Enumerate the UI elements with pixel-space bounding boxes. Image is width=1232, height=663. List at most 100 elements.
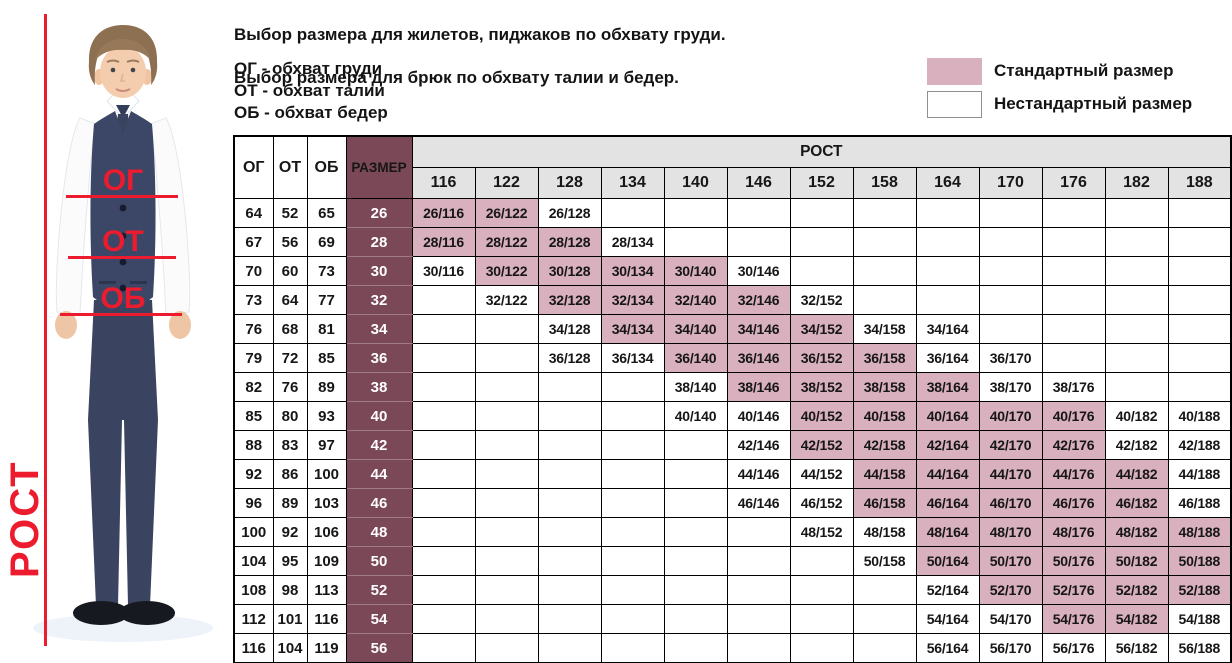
size-value: 42 [345,430,413,460]
right-hand [169,311,191,339]
empty-cell [663,604,728,634]
combo-cell-44-146: 44/146 [726,459,791,489]
empty-cell [474,575,539,605]
height-header-158: 158 [852,167,917,199]
empty-cell [726,604,791,634]
empty-cell [789,575,854,605]
combo-cell-32-134: 32/134 [600,285,665,315]
ob-value: 89 [306,372,347,402]
col-header-ob: ОБ [306,135,347,199]
combo-cell-50-176: 50/176 [1041,546,1106,576]
empty-cell [474,343,539,373]
og-value: 100 [233,517,274,547]
empty-cell [474,372,539,402]
vest-pocket [130,281,147,284]
empty-cell [411,604,476,634]
empty-cell [600,604,665,634]
combo-cell-38-158: 38/158 [852,372,917,402]
combo-cell-28-116: 28/116 [411,227,476,257]
empty-cell [600,546,665,576]
empty-cell [474,459,539,489]
combo-cell-42-176: 42/176 [1041,430,1106,460]
combo-cell-28-122: 28/122 [474,227,539,257]
combo-cell-56-164: 56/164 [915,633,980,663]
combo-cell-34-164: 34/164 [915,314,980,344]
combo-cell-42-146: 42/146 [726,430,791,460]
empty-cell [537,546,602,576]
empty-cell [537,604,602,634]
size-row-44: 92 86 100 44 44/146 44/152 44/158 44/164 44/170 4… [233,459,1232,489]
hip-label: ОБ [101,282,146,315]
combo-cell-50-158: 50/158 [852,546,917,576]
combo-cell-36-158: 36/158 [852,343,917,373]
col-header-rost: РОСТ [411,135,1232,168]
empty-cell [600,372,665,402]
ot-value: 83 [272,430,308,460]
hair-fringe [95,39,151,60]
right-eyebrow [126,59,140,63]
empty-cell [978,198,1043,228]
empty-cell [1167,314,1232,344]
og-value: 108 [233,575,274,605]
size-row-48: 100 92 106 48 48/152 48/158 48/164 48/170 48/176… [233,517,1232,547]
ob-value: 119 [306,633,347,663]
height-header-146: 146 [726,167,791,199]
combo-cell-56-170: 56/170 [978,633,1043,663]
nonstandard-size-label: Нестандартный размер [994,94,1193,113]
ob-value: 93 [306,401,347,431]
combo-cell-50-164: 50/164 [915,546,980,576]
empty-cell [1104,285,1169,315]
standard-size-label: Стандартный размер [994,61,1174,80]
combo-cell-38-164: 38/164 [915,372,980,402]
combo-cell-34-158: 34/158 [852,314,917,344]
og-value: 88 [233,430,274,460]
vest-button [119,232,127,240]
ot-value: 92 [272,517,308,547]
empty-cell [474,604,539,634]
combo-cell-38-146: 38/146 [726,372,791,402]
empty-cell [978,285,1043,315]
empty-cell [411,575,476,605]
combo-cell-40-164: 40/164 [915,401,980,431]
empty-cell [600,575,665,605]
vest-button [119,258,127,266]
empty-cell [537,372,602,402]
empty-cell [1041,256,1106,286]
combo-cell-44-158: 44/158 [852,459,917,489]
combo-cell-26-116: 26/116 [411,198,476,228]
empty-cell [663,459,728,489]
empty-cell [1041,198,1106,228]
nonstandard-size-swatch [927,90,982,118]
combo-cell-56-182: 56/182 [1104,633,1169,663]
size-value: 34 [345,314,413,344]
empty-cell [537,488,602,518]
ot-value: 104 [272,633,308,663]
empty-cell [411,343,476,373]
combo-cell-36-146: 36/146 [726,343,791,373]
combo-cell-40-158: 40/158 [852,401,917,431]
og-value: 70 [233,256,274,286]
empty-cell [537,575,602,605]
size-value: 44 [345,459,413,489]
height-label: РОСТ [3,460,47,578]
ob-value: 85 [306,343,347,373]
combo-cell-48-176: 48/176 [1041,517,1106,547]
combo-cell-30-116: 30/116 [411,256,476,286]
combo-cell-40-176: 40/176 [1041,401,1106,431]
ob-value: 81 [306,314,347,344]
height-header-116: 116 [411,167,476,199]
empty-cell [663,517,728,547]
empty-cell [600,459,665,489]
vest-button [119,284,127,292]
combo-cell-44-164: 44/164 [915,459,980,489]
combo-cell-32-140: 32/140 [663,285,728,315]
empty-cell [663,575,728,605]
combo-cell-48-158: 48/158 [852,517,917,547]
empty-cell [537,459,602,489]
empty-cell [789,546,854,576]
empty-cell [915,198,980,228]
ob-value: 106 [306,517,347,547]
combo-cell-40-170: 40/170 [978,401,1043,431]
combo-cell-34-128: 34/128 [537,314,602,344]
intro-line-1: Выбор размера для жилетов, пиджаков по о… [234,24,726,44]
